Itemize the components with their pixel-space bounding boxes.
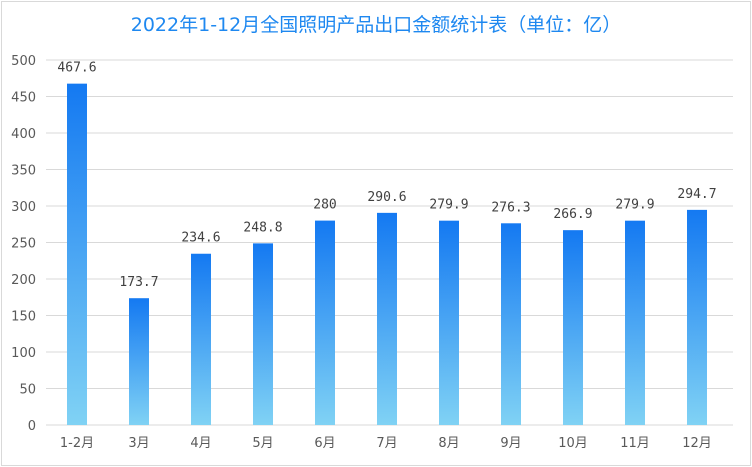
x-tick-label: 8月 (438, 436, 459, 451)
bar (563, 230, 583, 425)
y-tick-label: 500 (11, 54, 36, 69)
x-tick-label: 1-2月 (60, 436, 94, 451)
data-label: 290.6 (367, 190, 406, 205)
x-tick-label: 12月 (682, 436, 712, 451)
y-tick-label: 200 (11, 273, 36, 288)
y-tick-label: 50 (19, 383, 36, 398)
x-tick-label: 10月 (558, 436, 588, 451)
data-label: 173.7 (119, 275, 158, 290)
x-tick-label: 3月 (128, 436, 149, 451)
bar (191, 253, 211, 425)
data-label: 266.9 (553, 207, 592, 222)
bar (439, 220, 459, 425)
x-tick-label: 7月 (376, 436, 397, 451)
data-label: 276.3 (491, 200, 530, 215)
bar (377, 212, 397, 425)
y-tick-label: 150 (11, 310, 36, 325)
data-label: 467.6 (57, 61, 96, 76)
y-tick-label: 0 (28, 419, 36, 434)
data-label: 234.6 (181, 231, 220, 246)
bar (253, 243, 273, 425)
x-tick-label: 5月 (252, 436, 273, 451)
x-tick-label: 9月 (500, 436, 521, 451)
y-tick-label: 400 (11, 127, 36, 142)
bar (501, 223, 521, 425)
y-tick-label: 300 (11, 200, 36, 215)
data-label: 280 (313, 198, 336, 213)
data-label: 279.9 (429, 198, 468, 213)
chart-title: 2022年1-12月全国照明产品出口金额统计表（单位：亿） (130, 14, 622, 36)
bar (315, 220, 335, 425)
data-label: 294.7 (677, 187, 716, 202)
x-tick-label: 11月 (620, 436, 650, 451)
x-tick-label: 6月 (314, 436, 335, 451)
bar (625, 220, 645, 425)
data-label: 248.8 (243, 220, 282, 235)
y-tick-label: 450 (11, 91, 36, 106)
x-tick-label: 4月 (190, 436, 211, 451)
bar (687, 209, 707, 425)
y-tick-label: 350 (11, 164, 36, 179)
data-label: 279.9 (615, 198, 654, 213)
y-tick-label: 100 (11, 346, 36, 361)
y-tick-label: 250 (11, 237, 36, 252)
bar (67, 83, 87, 425)
bar (129, 298, 149, 425)
